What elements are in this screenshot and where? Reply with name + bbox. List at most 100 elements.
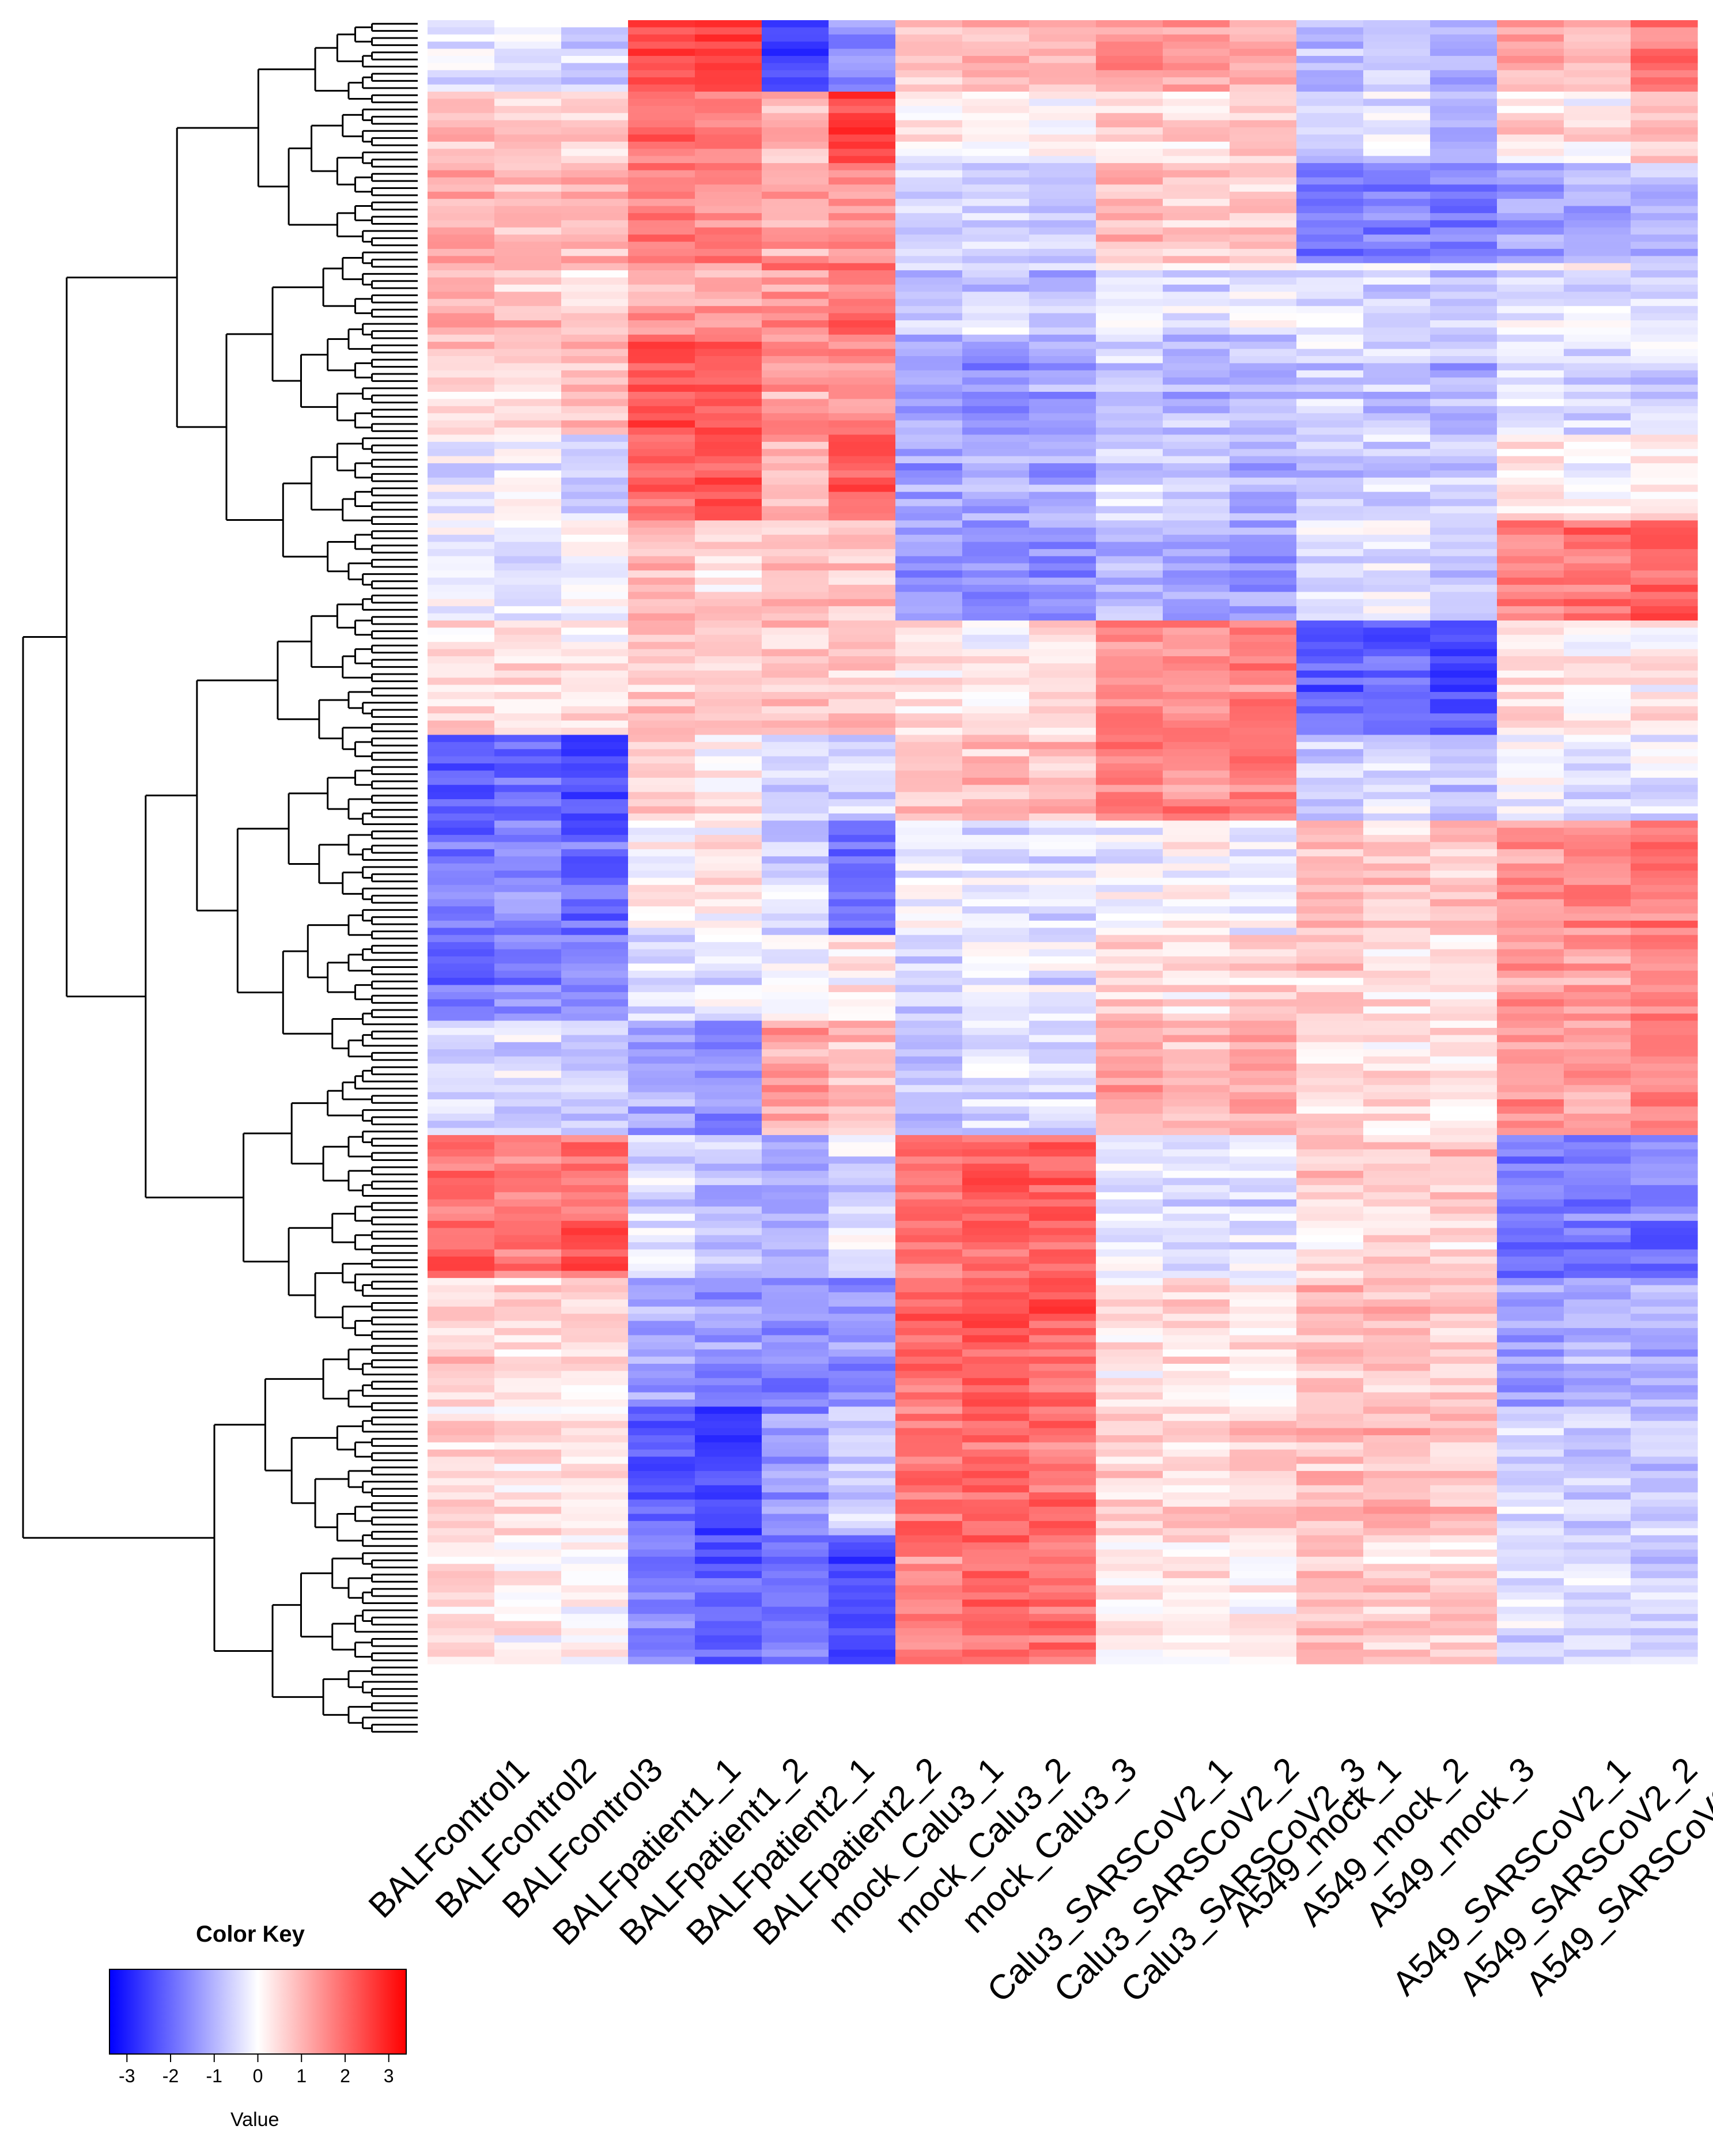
heatmap-cell [1363, 613, 1431, 621]
heatmap-cell [1363, 277, 1431, 285]
heatmap-cell [1497, 27, 1564, 35]
heatmap-cell [1096, 1549, 1163, 1557]
heatmap-cell [1163, 1356, 1230, 1364]
heatmap-cell [1363, 871, 1431, 879]
heatmap-cell [1096, 1199, 1163, 1207]
heatmap-cell [628, 892, 695, 900]
heatmap-cell [1296, 884, 1364, 892]
heatmap-cell [494, 20, 562, 28]
heatmap-cell [762, 92, 829, 100]
heatmap-cell [1096, 356, 1163, 364]
heatmap-cell [1163, 1035, 1230, 1043]
heatmap-cell [1163, 1442, 1230, 1450]
heatmap-cell [1230, 827, 1297, 835]
heatmap-cell [428, 1507, 495, 1515]
heatmap-cell [1363, 1085, 1431, 1093]
heatmap-cell [1230, 742, 1297, 750]
heatmap-cell [895, 156, 963, 164]
heatmap-cell [1430, 985, 1498, 993]
heatmap-cell [1497, 1528, 1564, 1536]
heatmap-cell [428, 684, 495, 693]
heatmap-cell [1564, 742, 1631, 750]
heatmap-cell [1230, 477, 1297, 485]
heatmap-cell [1096, 1599, 1163, 1607]
heatmap-cell [1631, 799, 1698, 807]
heatmap-cell [561, 749, 629, 757]
heatmap-cell [695, 820, 762, 829]
heatmap-cell [962, 199, 1030, 207]
heatmap-cell [1430, 1249, 1498, 1257]
heatmap-cell [829, 835, 896, 843]
heatmap-cell [1029, 20, 1096, 28]
heatmap-cell [695, 420, 762, 428]
heatmap-cell [561, 1342, 629, 1350]
heatmap-cell [1296, 1542, 1364, 1550]
heatmap-cell [1230, 1077, 1297, 1085]
heatmap-cell [1430, 127, 1498, 135]
heatmap-cell [1296, 1478, 1364, 1486]
heatmap-cell [1564, 1192, 1631, 1200]
heatmap-cell [895, 899, 963, 907]
heatmap-cell [561, 1121, 629, 1129]
heatmap-cell [1430, 1428, 1498, 1436]
heatmap-cell [1430, 263, 1498, 271]
heatmap-cell [1631, 1121, 1698, 1129]
heatmap-cell [628, 1385, 695, 1393]
heatmap-cell [1029, 606, 1096, 614]
heatmap-cell [1430, 1006, 1498, 1014]
heatmap-cell [762, 63, 829, 71]
heatmap-cell [628, 220, 695, 228]
heatmap-cell [1230, 1371, 1297, 1379]
heatmap-cell [962, 935, 1030, 943]
heatmap-cell [1029, 713, 1096, 721]
heatmap-cell [1029, 1042, 1096, 1050]
heatmap-cell [1163, 470, 1230, 478]
heatmap-cell [1230, 220, 1297, 228]
heatmap-cell [1163, 113, 1230, 121]
heatmap-cell [428, 92, 495, 100]
heatmap-cell [695, 720, 762, 728]
heatmap-cell [1363, 1163, 1431, 1171]
heatmap-cell [628, 1406, 695, 1414]
heatmap-cell [895, 691, 963, 699]
heatmap-cell [1631, 728, 1698, 736]
heatmap-cell [895, 1392, 963, 1400]
heatmap-cell [428, 627, 495, 636]
heatmap-cell [962, 105, 1030, 114]
heatmap-cell [1363, 606, 1431, 614]
heatmap-cell [1029, 1356, 1096, 1364]
heatmap-cell [1497, 84, 1564, 92]
heatmap-cell [895, 842, 963, 850]
heatmap-cell [762, 356, 829, 364]
heatmap-cell [1564, 684, 1631, 693]
heatmap-cell [561, 1064, 629, 1072]
heatmap-cell [1230, 27, 1297, 35]
heatmap-cell [1230, 720, 1297, 728]
heatmap-cell [628, 292, 695, 300]
heatmap-cell [1564, 1106, 1631, 1114]
heatmap-cell [895, 1249, 963, 1257]
heatmap-cell [628, 928, 695, 936]
heatmap-cell [1230, 156, 1297, 164]
heatmap-cell [1430, 1099, 1498, 1107]
heatmap-cell [829, 1371, 896, 1379]
heatmap-cell [1296, 270, 1364, 278]
heatmap-cell [428, 613, 495, 621]
heatmap-cell [762, 1363, 829, 1371]
heatmap-cell [1430, 1192, 1498, 1200]
heatmap-cell [1029, 1385, 1096, 1393]
heatmap-cell [628, 20, 695, 28]
heatmap-cell [1096, 684, 1163, 693]
heatmap-cell [1497, 1285, 1564, 1293]
heatmap-cell [895, 1149, 963, 1157]
heatmap-cell [962, 227, 1030, 235]
heatmap-cell [1296, 1421, 1364, 1429]
heatmap-cell [762, 785, 829, 793]
heatmap-cell [1564, 1507, 1631, 1515]
heatmap-cell [762, 313, 829, 321]
heatmap-cell [1631, 206, 1698, 214]
heatmap-cell [1230, 234, 1297, 243]
heatmap-cell [1096, 970, 1163, 978]
heatmap-cell [1029, 570, 1096, 578]
heatmap-cell [695, 1578, 762, 1586]
